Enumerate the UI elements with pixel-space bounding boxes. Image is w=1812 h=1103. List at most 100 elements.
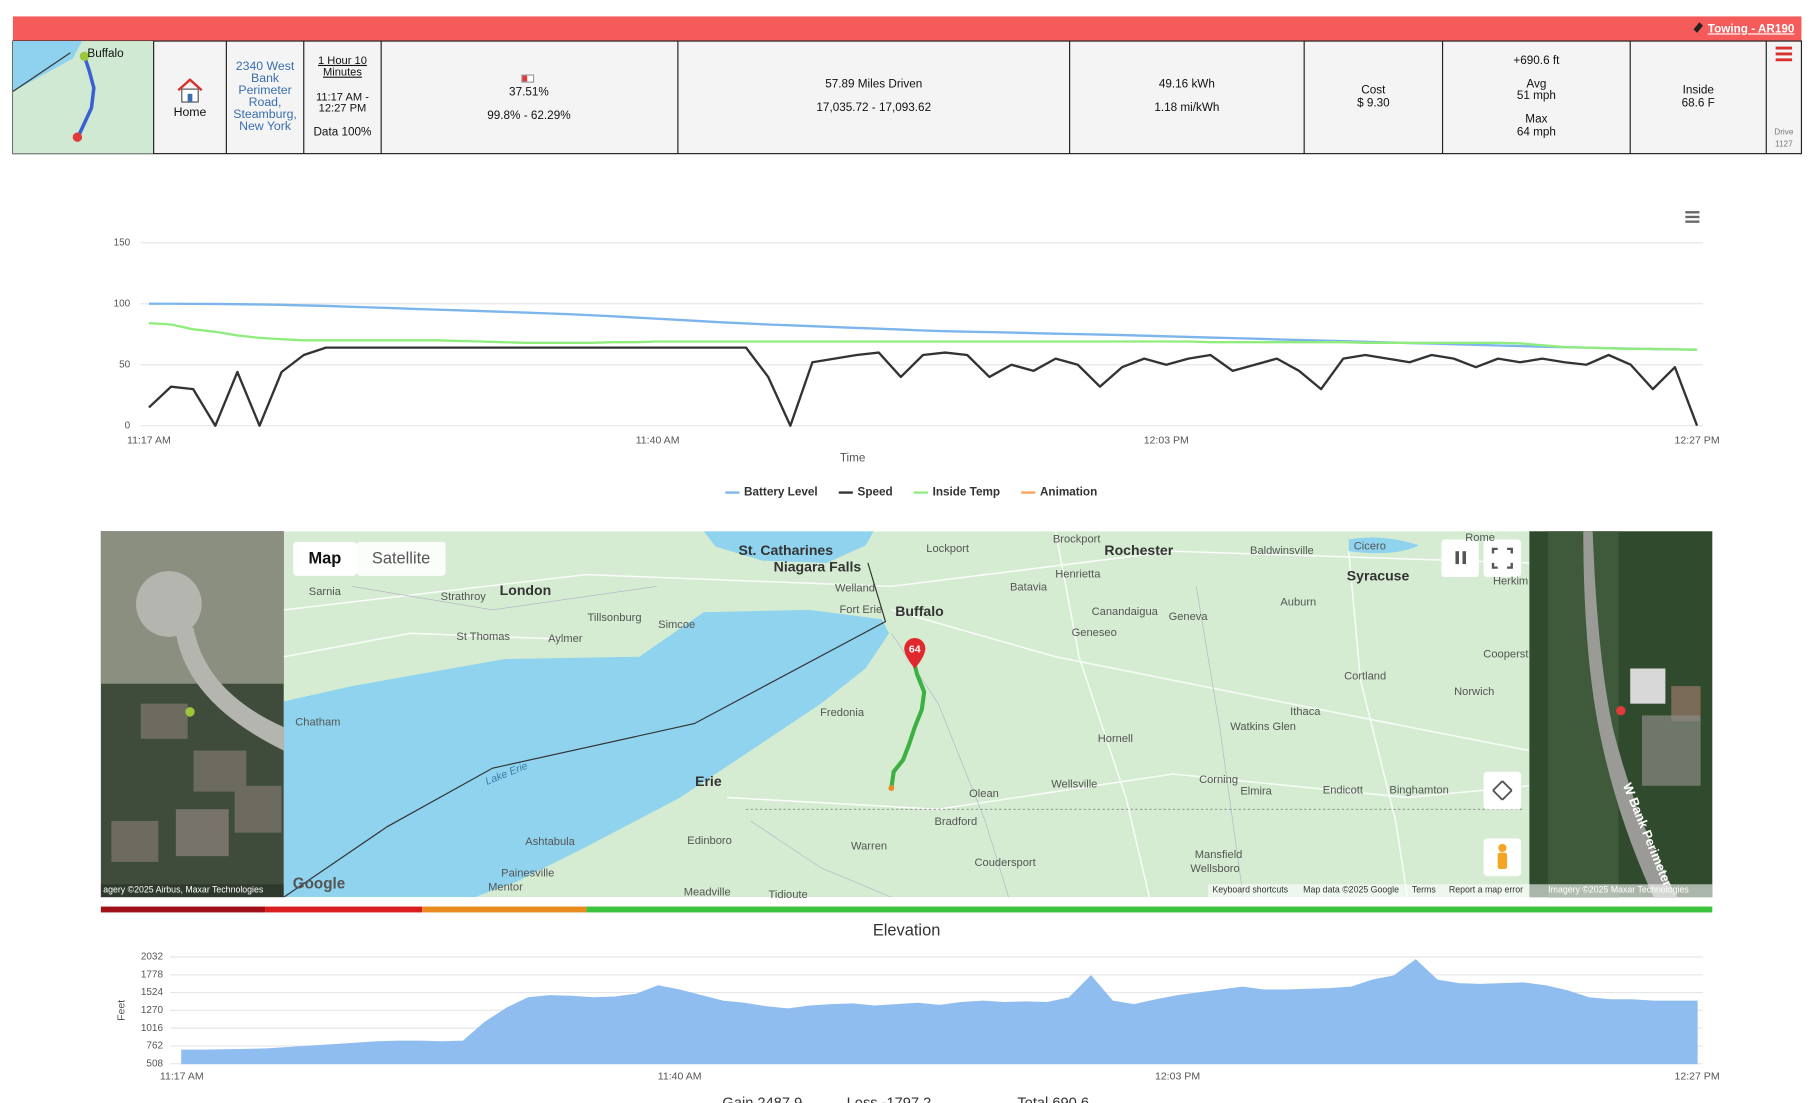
map-label: Tillsonburg — [588, 612, 642, 624]
time-range: 11:17 AM - — [316, 91, 369, 103]
max-label: Max — [1525, 113, 1547, 126]
x-axis-label: Time — [840, 452, 866, 465]
map-label: Chatham — [295, 716, 340, 728]
chart-title: Elevation — [873, 922, 941, 940]
header-menu[interactable] — [1775, 46, 1793, 62]
speed-strip — [100, 906, 1713, 913]
banner-bar — [12, 16, 1802, 42]
map-label: Tidioute — [769, 889, 808, 901]
map-label: Watkins Glen — [1230, 721, 1296, 733]
x-tick-label: 12:03 PM — [1155, 1070, 1200, 1082]
x-tick-label: 12:27 PM — [1674, 435, 1719, 447]
map-label: Sarnia — [309, 586, 342, 598]
map-label: Auburn — [1280, 597, 1316, 609]
thumb-end — [72, 132, 83, 142]
satellite-button[interactable]: Satellite — [372, 550, 430, 568]
elevation-summary: Gain 2487.9 — [722, 1095, 802, 1103]
address: Perimeter — [238, 83, 291, 97]
map-label: Edinboro — [687, 835, 732, 847]
map-attribution[interactable]: Report a map error — [1449, 884, 1523, 894]
map-label: Olean — [969, 788, 999, 800]
legend-label[interactable]: Speed — [858, 486, 893, 499]
map-label: Strathroy — [441, 591, 487, 603]
banner-icon — [1693, 22, 1703, 33]
y-tick-label: 0 — [125, 420, 131, 431]
map-label: Coudersport — [974, 857, 1036, 869]
cost-label: Cost — [1361, 83, 1386, 96]
address: Road, — [249, 95, 282, 109]
elevation-summary: Loss -1797.2 — [847, 1095, 932, 1103]
y-tick-label: 1524 — [141, 987, 164, 998]
legend: Battery Level Speed Inside Temp Animation — [725, 486, 1097, 499]
avg-speed: 51 mph — [1517, 89, 1556, 102]
map-label: Ithaca — [1290, 706, 1321, 718]
map-label: Simcoe — [658, 619, 695, 631]
map-logo: Google — [293, 875, 345, 892]
map-attribution[interactable]: Terms — [1412, 884, 1437, 894]
map-label: Wellsboro — [1190, 863, 1239, 875]
map-label: Brockport — [1053, 533, 1102, 545]
header-dividers — [153, 41, 1767, 154]
address: New York — [239, 119, 292, 133]
chart-menu[interactable] — [1685, 211, 1700, 223]
map-label: St. Catharines — [739, 542, 834, 558]
home-icon[interactable] — [177, 78, 203, 103]
map-label: Binghamton — [1389, 784, 1448, 796]
map-button[interactable]: Map — [308, 550, 341, 568]
series-line — [148, 322, 1698, 351]
address: 2340 West — [236, 59, 295, 73]
road-map[interactable] — [283, 531, 1530, 898]
map-label: Batavia — [1010, 582, 1048, 594]
map-label: Syracuse — [1347, 568, 1410, 584]
map-label: Meadville — [684, 886, 731, 898]
x-tick-label: 11:17 AM — [160, 1070, 204, 1082]
map-label: Geneseo — [1072, 627, 1117, 639]
time-range: 12:27 PM — [319, 102, 367, 114]
legend-label[interactable]: Inside Temp — [933, 486, 1001, 499]
thumb-water — [12, 41, 83, 92]
banner-link[interactable]: Towing - AR190 — [1708, 22, 1795, 35]
map-label: Elmira — [1240, 786, 1272, 798]
thumbnail-map[interactable] — [12, 41, 154, 154]
y-tick-label: 508 — [146, 1058, 163, 1069]
map-label: Cooperst — [1483, 648, 1529, 660]
map-label: Henrietta — [1055, 569, 1101, 581]
duration: Minutes — [323, 67, 362, 79]
inside-temp: 68.6 F — [1682, 96, 1715, 109]
legend-label[interactable]: Battery Level — [744, 486, 818, 499]
map-attribution[interactable]: Keyboard shortcuts — [1212, 884, 1288, 894]
map-label: St Thomas — [456, 631, 510, 643]
map-label: Bradford — [935, 816, 978, 828]
inside-label: Inside — [1683, 83, 1714, 96]
x-tick-label: 11:17 AM — [127, 435, 171, 447]
legend-label[interactable]: Animation — [1040, 486, 1097, 499]
y-tick-label: 1016 — [141, 1023, 164, 1034]
map-label: London — [500, 582, 552, 598]
map-label: Cortland — [1344, 671, 1386, 683]
map-attribution[interactable]: Map data ©2025 Google — [1303, 884, 1399, 894]
map-attribution: Imagery ©2025 Maxar Technologies — [1548, 884, 1689, 894]
x-tick-label: 12:27 PM — [1674, 1070, 1719, 1082]
map-label: Buffalo — [895, 603, 944, 619]
map-controls[interactable] — [293, 539, 1522, 877]
y-tick-label: 100 — [114, 298, 131, 309]
map-label: Painesville — [501, 868, 554, 880]
attribution-bg — [100, 884, 284, 898]
drive-label: Drive — [1774, 128, 1794, 137]
map-label: Lockport — [926, 543, 970, 555]
y-axis-label: Feet — [116, 1000, 128, 1021]
y-tick-label: 1270 — [141, 1005, 164, 1016]
map-label: Rochester — [1104, 542, 1173, 558]
map-label: Cicero — [1354, 540, 1386, 552]
map-label: Fort Erie — [840, 604, 883, 616]
map-label: Wellsville — [1051, 779, 1097, 791]
y-tick-label: 2032 — [141, 952, 164, 963]
avg-label: Avg — [1526, 78, 1546, 91]
max-speed: 64 mph — [1517, 126, 1556, 139]
thumbnail-label: Buffalo — [87, 47, 124, 60]
address: Bank — [251, 71, 280, 85]
home-link[interactable]: Home — [174, 105, 207, 119]
duration: 1 Hour 10 — [318, 55, 367, 67]
map-label: Mansfield — [1195, 849, 1243, 861]
